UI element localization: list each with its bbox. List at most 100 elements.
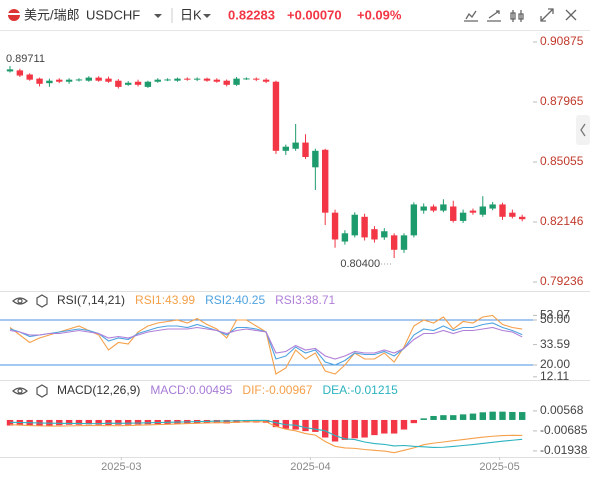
y-tick-label: -0.00685: [540, 423, 588, 437]
candle-body: [262, 79, 270, 82]
draw-button[interactable]: [487, 10, 501, 22]
candle-body: [322, 149, 329, 213]
candle-body: [164, 79, 171, 81]
candle-body: [331, 212, 339, 240]
period[interactable]: 日K: [180, 7, 202, 22]
candle-body: [381, 231, 388, 238]
rsi-visibility-toggle[interactable]: [12, 297, 28, 305]
candle-body: [65, 79, 73, 82]
candle-body: [440, 204, 447, 211]
legend-entry: RSI1:43.99: [135, 293, 195, 307]
max-price-label: 0.89711: [6, 53, 45, 65]
histogram-bar: [302, 419, 309, 432]
y-tick-label: 0.87965: [540, 94, 584, 108]
histogram-bar: [351, 419, 358, 439]
candle-body: [213, 79, 221, 82]
candle-body: [174, 78, 181, 81]
candle-body: [272, 81, 280, 151]
histogram-bar: [519, 412, 526, 420]
histogram-bar: [489, 411, 496, 420]
candle-body: [6, 69, 14, 72]
price-change: +0.00070: [287, 7, 342, 22]
histogram-bar: [499, 411, 506, 420]
histogram-bar: [134, 419, 142, 425]
y-tick-label: 20.00: [540, 357, 570, 371]
candle-body: [499, 204, 506, 217]
histogram-bar: [479, 412, 486, 420]
histogram-bar: [331, 419, 339, 442]
legend-entry: DEA:-0.01215: [322, 383, 398, 397]
histogram-bar: [381, 419, 388, 434]
histogram-bar: [85, 419, 92, 425]
y-tick-label: 50.00: [540, 312, 570, 326]
histogram-bar: [450, 415, 457, 420]
candle-body: [56, 79, 63, 82]
candle-body: [450, 206, 457, 221]
histogram-bar: [459, 414, 467, 420]
flag-stripe: [8, 13, 20, 15]
histogram-bar: [233, 419, 240, 423]
histogram-bar: [312, 419, 319, 432]
indicator-button[interactable]: [464, 10, 478, 22]
histogram-bar: [341, 419, 349, 440]
side-collapse[interactable]: [576, 115, 590, 145]
candle-body: [459, 212, 467, 221]
y-tick-label: 0.90875: [540, 34, 584, 48]
candle-body: [95, 77, 102, 81]
indicator-line: [9, 421, 523, 454]
candle-body: [223, 80, 230, 85]
histogram-bar: [371, 419, 378, 436]
candle-body: [16, 70, 24, 76]
candle-body: [420, 206, 427, 211]
candle-body: [292, 142, 299, 149]
candle-body: [282, 146, 289, 151]
header: 美元/瑞郎 USDCHF 日K 0.82283 +0.00070 +0.09%: [0, 7, 590, 31]
candle-body: [184, 78, 191, 80]
macd-visibility-toggle[interactable]: [12, 387, 28, 395]
indicator-title: RSI(7,14,21): [57, 293, 125, 307]
last-price: 0.82283: [228, 7, 275, 22]
histogram-bar: [223, 419, 230, 424]
histogram-bar: [105, 419, 112, 426]
histogram-bar: [361, 419, 368, 438]
indicator-line: [9, 419, 523, 448]
histogram-bar: [469, 413, 477, 420]
chart-type-button[interactable]: [510, 10, 524, 22]
candle-body: [193, 78, 201, 80]
indicator-title: MACD(12,26,9): [57, 383, 140, 397]
candle-body: [390, 235, 398, 250]
y-tick-label: 0.79236: [540, 274, 584, 288]
histogram-bar: [509, 411, 516, 420]
histogram-bar: [440, 415, 447, 420]
candle-body: [509, 212, 516, 217]
candle-body: [430, 206, 437, 211]
y-tick-label: -0.01938: [540, 443, 588, 457]
macd-settings[interactable]: [36, 384, 48, 398]
close-button[interactable]: [565, 9, 577, 21]
y-tick-label: 0.82146: [540, 214, 584, 228]
candle-body: [154, 79, 161, 82]
histogram-bar: [390, 419, 398, 434]
candle-body: [105, 78, 112, 82]
expand-button[interactable]: [540, 8, 554, 22]
instrument-symbol[interactable]: USDCHF: [86, 7, 140, 22]
y-tick-label: 12.11: [540, 369, 569, 383]
symbol-dropdown[interactable]: [154, 14, 162, 18]
candle-body: [410, 204, 418, 236]
legend-entry: DIF:-0.00967: [242, 383, 312, 397]
histogram-bar: [243, 419, 250, 423]
plot-area: 0.90875 0.87965 0.85055 0.82146 0.79236 0.897…: [0, 34, 588, 473]
histogram-bar: [144, 419, 152, 425]
candle-body: [233, 78, 240, 85]
instrument-name[interactable]: 美元/瑞郎: [24, 7, 80, 22]
y-tick-label: 53.07: [540, 308, 570, 322]
period-dropdown[interactable]: [203, 14, 211, 18]
histogram-bar: [322, 419, 329, 438]
histogram-bar: [65, 419, 73, 425]
candle-body: [469, 210, 477, 213]
rsi-settings[interactable]: [36, 294, 48, 308]
candle-body: [400, 235, 408, 250]
candle-body: [371, 229, 378, 240]
